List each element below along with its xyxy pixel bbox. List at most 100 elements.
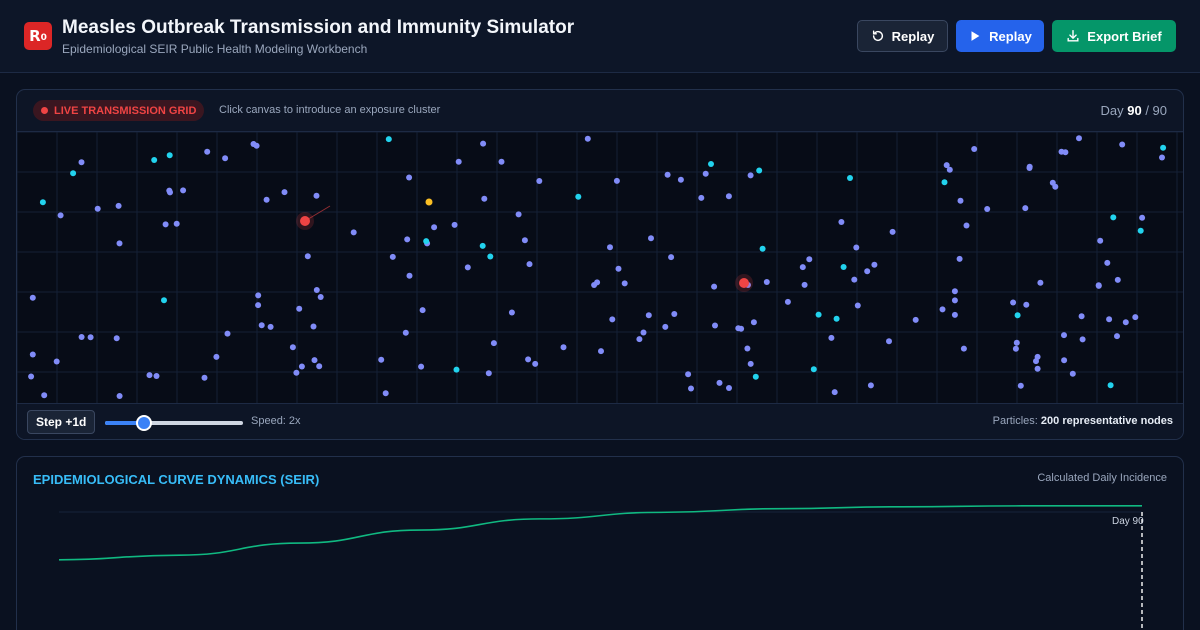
step-day-button[interactable]: Step +1d: [27, 410, 96, 434]
recovered-particle: [146, 372, 153, 379]
recovered-particle: [29, 294, 36, 301]
susceptible-particle: [487, 253, 494, 260]
export-brief-button[interactable]: Export Brief: [1052, 20, 1176, 52]
recovered-particle: [455, 158, 462, 165]
recovered-particle: [451, 221, 458, 228]
recovered-particle: [951, 288, 958, 295]
recovered-particle: [984, 206, 991, 212]
seir-chart: Day 90: [58, 505, 1144, 630]
recovered-particle: [508, 309, 515, 316]
recovered-particle: [946, 166, 953, 173]
recovered-particle: [28, 373, 35, 380]
recovered-particle: [311, 357, 318, 364]
susceptible-particle: [385, 136, 392, 143]
recovered-particle: [1034, 365, 1041, 372]
recovered-particle: [725, 193, 732, 200]
recovered-particle: [1034, 353, 1041, 360]
day-label: Day: [1100, 103, 1124, 118]
recovered-particle: [828, 334, 835, 341]
recovered-particle: [956, 255, 963, 262]
recovered-particle: [1132, 314, 1139, 321]
recovered-particle: [116, 393, 123, 399]
recovered-particle: [702, 170, 709, 177]
recovered-particle: [598, 348, 604, 355]
recovered-particle: [224, 330, 231, 337]
susceptible-particle: [1160, 144, 1167, 151]
recovered-particle: [685, 371, 692, 378]
grid-panel-footer: Step +1d Speed: 2x Particles: 200 repres…: [17, 403, 1183, 439]
recovered-particle: [116, 240, 123, 247]
recovered-particle: [838, 219, 845, 225]
recovered-particle: [29, 351, 36, 358]
recovered-particle: [378, 356, 385, 363]
recovered-particle: [258, 322, 265, 329]
day-current: 90: [1127, 103, 1142, 118]
recovered-particle: [263, 196, 270, 203]
susceptible-particle: [166, 152, 173, 159]
recovered-particle: [763, 279, 770, 285]
speed-slider-thumb[interactable]: [135, 415, 152, 431]
exposed-particle: [425, 198, 433, 206]
recovered-particle: [1010, 299, 1017, 306]
recovered-particle: [607, 244, 613, 251]
recovered-particle: [806, 256, 813, 263]
recovered-particle: [889, 228, 896, 235]
recovered-particle: [490, 340, 497, 347]
replay-primary-label: Replay: [989, 28, 1032, 44]
recovered-particle: [515, 211, 522, 218]
recovered-particle: [1049, 179, 1056, 186]
recovered-particle: [293, 369, 300, 376]
seir-chart-panel: EPIDEMIOLOGICAL CURVE DYNAMICS (SEIR) Ca…: [16, 456, 1184, 630]
recovered-particle: [1023, 301, 1030, 308]
recovered-particle: [677, 176, 684, 183]
recovered-particle: [613, 177, 620, 184]
day-total: / 90: [1145, 103, 1167, 118]
recovered-particle: [255, 302, 262, 309]
particles-value: 200 representative nodes: [1040, 415, 1173, 427]
recovered-particle: [1026, 165, 1033, 171]
chart-title: EPIDEMIOLOGICAL CURVE DYNAMICS (SEIR): [33, 472, 320, 487]
transmission-canvas-svg[interactable]: [17, 132, 1183, 403]
recovered-particle: [1159, 154, 1165, 161]
live-dot-icon: [41, 107, 48, 114]
app-subtitle: Epidemiological SEIR Public Health Model…: [62, 42, 368, 56]
recovered-particle: [204, 148, 211, 155]
recovered-particle: [747, 360, 754, 367]
transmission-canvas[interactable]: [17, 132, 1183, 403]
recovered-particle: [1114, 276, 1121, 283]
infected-particle: [739, 278, 749, 288]
recovered-particle: [864, 268, 871, 275]
grid-panel-header: LIVE TRANSMISSION GRID Click canvas to i…: [17, 90, 1183, 132]
recovered-particle: [480, 140, 487, 147]
recovered-particle: [854, 302, 861, 309]
day-marker-label: Day 90: [1112, 516, 1144, 527]
susceptible-particle: [161, 297, 167, 304]
recovered-particle: [750, 319, 757, 326]
recovered-particle: [711, 283, 718, 290]
recovered-particle: [180, 187, 187, 194]
replay-secondary-button[interactable]: Replay: [857, 20, 948, 52]
recovered-particle: [1114, 333, 1120, 340]
susceptible-particle: [941, 179, 948, 186]
recovered-particle: [382, 390, 389, 397]
susceptible-particle: [70, 170, 77, 177]
recovered-particle: [350, 229, 357, 236]
speed-slider[interactable]: [105, 415, 243, 431]
speed-slider-fill: [105, 421, 144, 425]
susceptible-particle: [1107, 382, 1114, 389]
chart-note: Calculated Daily Incidence: [1037, 472, 1167, 484]
recovered-particle: [304, 253, 311, 260]
recovered-particle: [113, 335, 120, 342]
recovered-particle: [712, 322, 718, 329]
recovered-particle: [1013, 339, 1020, 346]
recovered-particle: [664, 171, 671, 178]
susceptible-particle: [833, 315, 840, 322]
recovered-particle: [831, 389, 838, 396]
recovered-particle: [41, 392, 48, 399]
particles: [28, 135, 1167, 399]
speed-label: Speed: 2x: [251, 415, 301, 427]
susceptible-particle: [847, 175, 853, 181]
recovered-particle: [951, 311, 958, 318]
recovered-particle: [1079, 336, 1086, 343]
replay-primary-button[interactable]: Replay: [956, 20, 1044, 52]
